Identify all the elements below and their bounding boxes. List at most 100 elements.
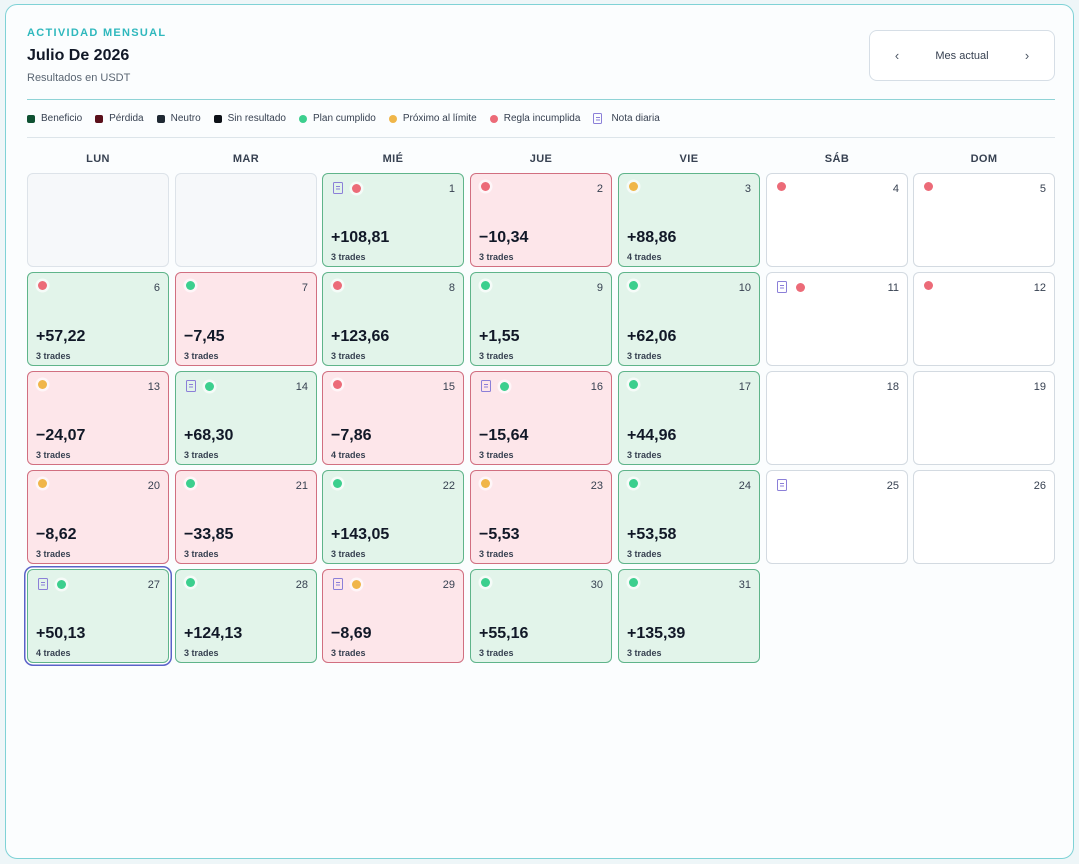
day-cell[interactable]: 13 −24,07 3 trades bbox=[27, 371, 169, 465]
legend-item: Próximo al límite bbox=[388, 113, 477, 124]
legend-label: Sin resultado bbox=[227, 113, 286, 124]
day-cell[interactable]: 5 bbox=[913, 173, 1055, 267]
day-number: 18 bbox=[886, 381, 899, 393]
day-pnl: +143,05 bbox=[331, 526, 390, 543]
header-divider bbox=[27, 99, 1055, 100]
day-indicators bbox=[333, 479, 342, 488]
day-indicators bbox=[777, 479, 796, 491]
legend: Beneficio Pérdida Neutro Sin resultado Plan … bbox=[27, 113, 673, 124]
day-cell[interactable]: 7 −7,45 3 trades bbox=[175, 272, 317, 366]
trade-count: 4 trades bbox=[627, 252, 662, 262]
day-cell[interactable]: 2 −10,34 3 trades bbox=[470, 173, 612, 267]
day-number: 26 bbox=[1033, 480, 1046, 492]
legend-label: Neutro bbox=[170, 113, 201, 124]
day-cell[interactable]: 11 bbox=[766, 272, 908, 366]
day-cell[interactable]: 8 +123,66 3 trades bbox=[322, 272, 464, 366]
status-dot-icon bbox=[38, 281, 47, 290]
trade-count: 3 trades bbox=[184, 351, 219, 361]
weekday-header: LUN MAR MIÉ JUE VIE SÁB DOM bbox=[27, 153, 1055, 167]
day-pnl: +44,96 bbox=[627, 427, 677, 444]
day-cell[interactable]: 6 +57,22 3 trades bbox=[27, 272, 169, 366]
day-cell[interactable]: 3 +88,86 4 trades bbox=[618, 173, 760, 267]
page-title: Julio De 2026 bbox=[27, 47, 130, 64]
day-cell[interactable]: 1 +108,81 3 trades bbox=[322, 173, 464, 267]
day-number: 29 bbox=[442, 579, 455, 591]
day-cell[interactable]: 25 bbox=[766, 470, 908, 564]
day-number: 22 bbox=[442, 480, 455, 492]
day-cell[interactable]: 30 +55,16 3 trades bbox=[470, 569, 612, 663]
calendar-grid: 1 +108,81 3 trades 2 −10,34 3 trades 3 +88,86 4 … bbox=[27, 173, 1055, 673]
status-dot-icon bbox=[299, 114, 307, 123]
status-dot-icon bbox=[481, 479, 490, 488]
day-cell[interactable]: 15 −7,86 4 trades bbox=[322, 371, 464, 465]
trade-count: 3 trades bbox=[331, 549, 366, 559]
day-cell[interactable]: 10 +62,06 3 trades bbox=[618, 272, 760, 366]
day-cell[interactable]: 26 bbox=[913, 470, 1055, 564]
day-cell[interactable]: 31 +135,39 3 trades bbox=[618, 569, 760, 663]
status-dot-icon bbox=[481, 578, 490, 587]
day-cell[interactable]: 9 +1,55 3 trades bbox=[470, 272, 612, 366]
note-icon bbox=[333, 182, 343, 194]
current-month-button[interactable]: Mes actual bbox=[935, 49, 989, 62]
status-dot-icon bbox=[205, 381, 214, 391]
day-number: 28 bbox=[295, 579, 308, 591]
day-indicators bbox=[629, 578, 638, 587]
day-cell[interactable]: 22 +143,05 3 trades bbox=[322, 470, 464, 564]
day-cell[interactable]: 28 +124,13 3 trades bbox=[175, 569, 317, 663]
day-indicators bbox=[186, 479, 195, 488]
day-cell[interactable]: 18 bbox=[766, 371, 908, 465]
color-swatch bbox=[95, 114, 104, 123]
legend-label: Plan cumplido bbox=[313, 113, 376, 124]
day-cell[interactable]: 27 +50,13 4 trades bbox=[27, 569, 169, 663]
day-number: 25 bbox=[886, 480, 899, 492]
day-pnl: +135,39 bbox=[627, 625, 686, 642]
day-number: 27 bbox=[147, 579, 160, 591]
day-cell[interactable]: 4 bbox=[766, 173, 908, 267]
section-eyebrow: ACTIVIDAD MENSUAL bbox=[27, 27, 167, 39]
weekday-label: VIE bbox=[679, 153, 699, 165]
day-indicators bbox=[481, 182, 490, 191]
day-cell[interactable]: 20 −8,62 3 trades bbox=[27, 470, 169, 564]
day-indicators bbox=[777, 182, 786, 191]
day-cell[interactable]: 14 +68,30 3 trades bbox=[175, 371, 317, 465]
day-number: 6 bbox=[153, 282, 160, 294]
day-number: 10 bbox=[738, 282, 751, 294]
status-dot-icon bbox=[500, 381, 509, 391]
day-number: 8 bbox=[448, 282, 455, 294]
day-pnl: −8,69 bbox=[331, 625, 372, 642]
day-pnl: +53,58 bbox=[627, 526, 677, 543]
day-indicators bbox=[924, 182, 933, 191]
day-indicators bbox=[481, 281, 490, 290]
prev-month-button[interactable]: ‹ bbox=[894, 48, 900, 63]
day-cell[interactable]: 16 −15,64 3 trades bbox=[470, 371, 612, 465]
status-dot-icon bbox=[333, 380, 342, 389]
trade-count: 3 trades bbox=[627, 351, 662, 361]
empty-day-cell bbox=[175, 173, 317, 267]
trade-count: 3 trades bbox=[627, 450, 662, 460]
page-subtitle: Resultados en USDT bbox=[27, 72, 131, 84]
trade-count: 3 trades bbox=[184, 648, 219, 658]
status-dot-icon bbox=[924, 281, 933, 290]
day-cell[interactable]: 24 +53,58 3 trades bbox=[618, 470, 760, 564]
day-cell[interactable]: 12 bbox=[913, 272, 1055, 366]
day-cell[interactable]: 29 −8,69 3 trades bbox=[322, 569, 464, 663]
weekday-label: MIÉ bbox=[382, 153, 404, 165]
trade-count: 3 trades bbox=[36, 549, 71, 559]
day-number: 31 bbox=[738, 579, 751, 591]
day-number: 19 bbox=[1033, 381, 1046, 393]
legend-item: Nota diaria bbox=[593, 113, 660, 124]
legend-item: Regla incumplida bbox=[489, 113, 580, 124]
day-number: 4 bbox=[892, 183, 899, 195]
day-pnl: −15,64 bbox=[479, 427, 529, 444]
day-pnl: +123,66 bbox=[331, 328, 390, 345]
next-month-button[interactable]: › bbox=[1024, 48, 1030, 63]
day-indicators bbox=[629, 281, 638, 290]
day-indicators bbox=[333, 281, 342, 290]
day-cell[interactable]: 17 +44,96 3 trades bbox=[618, 371, 760, 465]
day-pnl: +124,13 bbox=[184, 625, 243, 642]
day-cell[interactable]: 23 −5,53 3 trades bbox=[470, 470, 612, 564]
day-cell[interactable]: 21 −33,85 3 trades bbox=[175, 470, 317, 564]
day-cell[interactable]: 19 bbox=[913, 371, 1055, 465]
status-dot-icon bbox=[333, 479, 342, 488]
day-pnl: +50,13 bbox=[36, 625, 86, 642]
